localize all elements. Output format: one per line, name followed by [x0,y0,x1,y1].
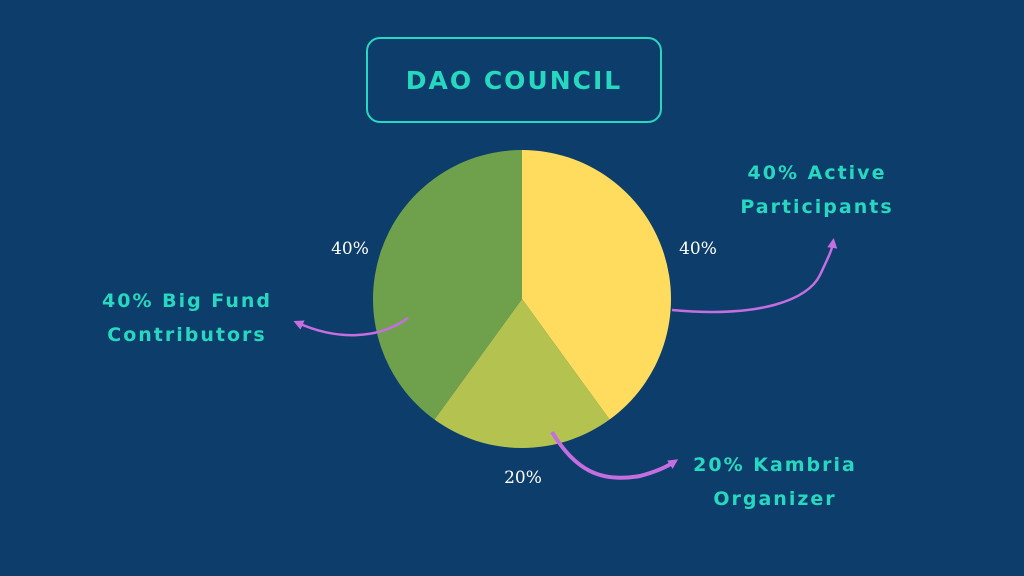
callout-bigfund-line1: 40% Big Fund [102,290,272,312]
arrow-kambria [550,430,679,480]
pct-label-kambria: 20% [504,468,542,488]
callout-active: 40% Active Participants [727,156,907,224]
callout-active-line2: Participants [740,196,894,218]
chart-title: DAO COUNCIL [405,65,623,95]
pct-label-active: 40% [679,239,717,259]
title-box: DAO COUNCIL [366,37,662,123]
callout-bigfund-line2: Contributors [107,324,267,346]
pie-slice-active [522,150,672,420]
pie-slice-bigfund [372,150,522,420]
pct-label-bigfund: 40% [331,239,369,259]
callout-kambria-line2: Organizer [713,488,837,510]
callout-kambria: 20% Kambria Organizer [675,448,875,516]
pie-slice-kambria [434,299,610,449]
arrow-active [671,238,838,314]
callout-active-line1: 40% Active [747,162,887,184]
callout-bigfund: 40% Big Fund Contributors [87,284,287,352]
arrow-bigfund [293,316,409,337]
callout-kambria-line1: 20% Kambria [693,454,857,476]
